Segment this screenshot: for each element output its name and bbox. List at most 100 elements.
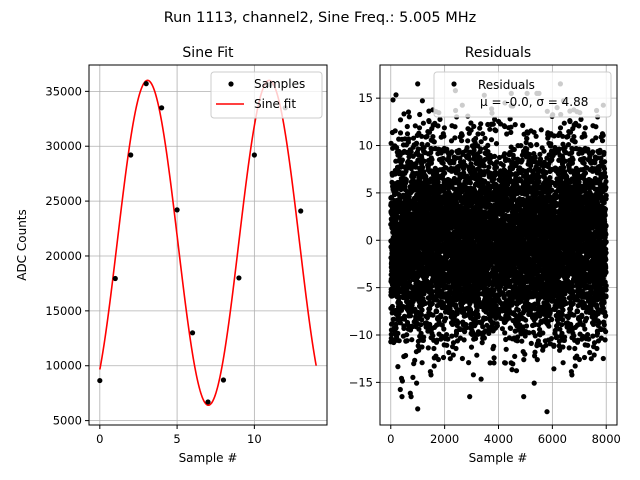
x-tick-label: 4000: [484, 432, 513, 446]
residual-point: [397, 386, 403, 393]
y-tick-label: 10: [358, 139, 373, 153]
residual-point: [440, 160, 446, 166]
residual-point: [401, 111, 407, 117]
residual-point: [426, 118, 432, 125]
residual-point: [509, 367, 515, 373]
residual-point: [447, 356, 453, 362]
residual-point: [445, 336, 451, 342]
x-tick-label: 10: [247, 432, 262, 446]
residual-point: [434, 308, 440, 315]
residual-point: [429, 301, 435, 307]
residual-point: [477, 125, 483, 131]
residual-point: [429, 283, 435, 289]
residual-point: [466, 360, 472, 366]
residual-point: [426, 108, 432, 114]
residual-point: [418, 312, 424, 318]
sample-point: [112, 275, 118, 282]
residual-point: [419, 360, 425, 366]
residual-point: [416, 326, 422, 332]
residual-point: [482, 135, 488, 141]
x-tick-label: 2000: [430, 432, 459, 446]
residual-point: [442, 170, 448, 176]
residual-point: [425, 345, 431, 351]
residual-point: [425, 142, 431, 148]
residual-point: [431, 345, 437, 352]
residual-point: [421, 145, 427, 151]
residual-point: [511, 146, 517, 153]
figure-title: Run 1113, channel2, Sine Freq.: 5.005 MH…: [164, 10, 477, 26]
residual-point: [464, 145, 470, 151]
residual-point: [418, 330, 424, 336]
y-tick-label: 10000: [45, 359, 82, 373]
residual-point: [441, 133, 447, 139]
residual-point: [395, 364, 401, 370]
residual-point: [417, 111, 423, 118]
sine-fit-xlabel: Sample #: [179, 451, 238, 465]
y-tick-label: 5: [366, 186, 373, 200]
residual-point: [399, 378, 405, 384]
residual-point: [419, 344, 425, 350]
sample-point: [128, 152, 134, 158]
x-tick-label: 0: [387, 432, 394, 446]
residual-point: [519, 157, 525, 163]
residual-point: [418, 322, 424, 328]
sample-point: [189, 330, 196, 336]
residual-point: [395, 330, 401, 336]
residual-point: [478, 146, 484, 152]
y-tick-label: 15: [358, 91, 373, 105]
x-tick-label: 6000: [538, 432, 567, 446]
residual-point: [409, 337, 415, 343]
residual-point: [503, 346, 509, 352]
residuals-axes: Residuals 0 2000 4000 6000 8000−15−10−505101…: [349, 45, 621, 465]
y-tick-label: 20000: [45, 249, 82, 263]
residual-point: [449, 149, 455, 155]
residual-point: [471, 123, 477, 129]
residual-point: [491, 360, 497, 366]
residuals-plot-area: [388, 81, 609, 415]
residual-point: [480, 131, 486, 137]
residual-point: [470, 372, 476, 378]
residual-point: [419, 98, 425, 104]
residual-point: [443, 315, 449, 321]
residual-point: [502, 330, 508, 336]
residual-point: [419, 317, 425, 323]
residual-point: [490, 121, 496, 127]
x-tick-label: 5: [173, 432, 180, 446]
residual-point: [393, 321, 399, 327]
residual-point: [450, 352, 456, 358]
residual-point: [404, 131, 411, 137]
x-tick-label: 0: [96, 432, 103, 446]
residual-point: [424, 315, 430, 321]
sine-fit-curve: [99, 79, 317, 407]
residual-point: [399, 394, 405, 400]
y-tick-label: 5000: [53, 414, 82, 428]
residual-point: [422, 300, 428, 306]
residual-point: [494, 323, 500, 329]
residual-point: [401, 316, 408, 322]
residual-point: [452, 135, 458, 141]
residual-point: [414, 171, 420, 177]
residual-point: [486, 164, 492, 170]
residual-point: [388, 140, 394, 146]
residual-point: [419, 133, 425, 139]
sine-fit-axes: Sine Fit 0 5 10500010000150002000025000300…: [15, 45, 328, 465]
residual-point: [435, 123, 441, 129]
residual-point: [424, 133, 430, 139]
residual-point: [408, 313, 414, 319]
residual-point: [429, 288, 435, 295]
legend-samples-label: Samples: [254, 77, 305, 91]
residual-point: [413, 140, 420, 146]
residual-point: [420, 120, 426, 126]
residual-point: [465, 138, 471, 144]
residual-point: [474, 352, 480, 358]
residual-point: [399, 157, 405, 163]
residual-point: [459, 138, 465, 144]
residual-point: [421, 334, 427, 340]
sine-fit-legend: Samples Sine fit: [210, 71, 323, 119]
residual-point: [478, 121, 484, 127]
residual-point: [441, 186, 447, 192]
residual-point: [397, 130, 404, 136]
residual-point: [394, 145, 400, 151]
residual-point: [403, 352, 409, 359]
